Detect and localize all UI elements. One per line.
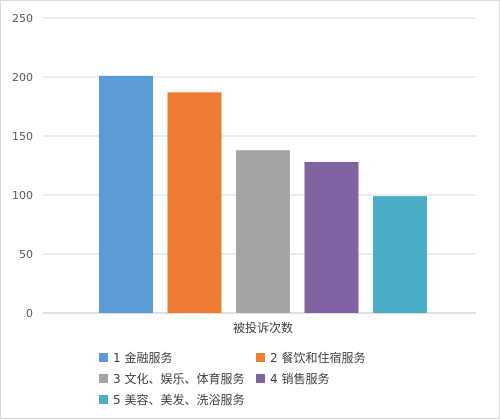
legend-item-3: 3 文化、娱乐、体育服务 (99, 370, 244, 387)
legend-swatch (256, 374, 265, 383)
legend-item-1: 1 金融服务 (99, 349, 172, 366)
bar-2 (167, 92, 222, 313)
bar-5 (373, 196, 427, 313)
y-tick-label: 250 (12, 12, 33, 25)
bar-4 (304, 161, 359, 313)
legend-label: 2 餐饮和住宿服务 (270, 351, 366, 365)
y-tick-label: 50 (19, 248, 33, 261)
legend-item-5: 5 美容、美发、洗浴服务 (99, 391, 244, 408)
y-tick-label: 200 (12, 71, 33, 84)
legend-swatch (99, 353, 108, 362)
y-tick-label: 150 (12, 130, 33, 143)
y-tick-label: 100 (12, 189, 33, 202)
x-axis-label: 被投诉次数 (233, 320, 293, 335)
legend-item-2: 2 餐饮和住宿服务 (256, 349, 365, 366)
legend-label: 5 美容、美发、洗浴服务 (113, 393, 245, 407)
bar-1 (99, 75, 153, 313)
bar-3 (236, 150, 290, 313)
y-tick-label: 0 (26, 307, 33, 320)
legend-swatch (99, 374, 108, 383)
legend-label: 1 金融服务 (113, 351, 173, 365)
legend-label: 4 销售服务 (270, 372, 330, 386)
legend-swatch (99, 395, 108, 404)
legend-label: 3 文化、娱乐、体育服务 (113, 372, 245, 386)
legend-item-4: 4 销售服务 (256, 370, 329, 387)
legend-swatch (256, 353, 265, 362)
